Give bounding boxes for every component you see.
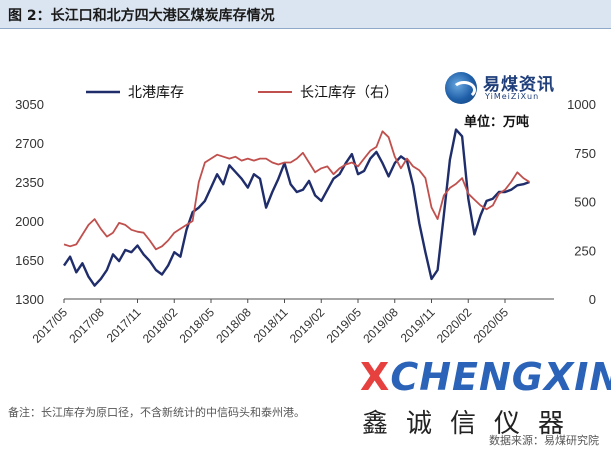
legend-label-north: 北港库存	[128, 85, 184, 101]
figure-title-bar: 图 2：长江口和北方四大港区煤炭库存情况	[0, 0, 611, 29]
x-tick-label: 2018/05	[177, 305, 218, 346]
legend-label-yangtze: 长江库存（右）	[300, 85, 398, 101]
yimei-logo: 易煤资讯 YiMeiZiXun	[445, 70, 569, 110]
series-line-north-ports	[63, 128, 530, 287]
x-tick-label: 2020/05	[471, 305, 512, 346]
y-left-tick-label: 2000	[15, 214, 44, 229]
y-left-tick-label: 1300	[15, 292, 44, 307]
logo-text-en: YiMeiZiXun	[485, 92, 540, 101]
x-tick-label: 2019/05	[324, 305, 365, 346]
series-line-yangtze	[63, 130, 530, 251]
x-tick-label: 2018/08	[213, 305, 254, 346]
y-left-tick-label: 3050	[15, 97, 44, 112]
y-left-tick-label: 1650	[15, 253, 44, 268]
x-tick-label: 2018/02	[140, 305, 181, 346]
y-right-tick-label: 0	[589, 292, 596, 307]
line-chart: 2017/052017/082017/112018/022018/052018/…	[15, 85, 596, 346]
x-tick-label: 2019/08	[360, 305, 401, 346]
watermark-x: X	[360, 355, 391, 399]
y-left-tick-label: 2700	[15, 136, 44, 151]
figure-title: 图 2：长江口和北方四大港区煤炭库存情况	[8, 8, 275, 24]
data-source: 数据来源：易煤研究院	[489, 434, 599, 447]
x-tick-label: 2017/05	[30, 305, 71, 346]
chart-panel: 2017/05 2017/08 2017/11 2018/02 2018/05 2018/…	[0, 29, 611, 399]
y-right-tick-label: 750	[574, 146, 596, 161]
y-right-tick-label: 250	[574, 243, 596, 258]
y-left-tick-label: 2350	[15, 175, 44, 190]
yimei-logo-icon	[445, 72, 477, 104]
x-tick-label: 2019/11	[398, 305, 438, 345]
x-tick-label: 2019/02	[287, 305, 328, 346]
y-right-tick-label: 500	[574, 195, 596, 210]
y-right-tick-label: 1000	[567, 97, 596, 112]
x-tick-label: 2018/11	[251, 305, 291, 345]
footnote: 备注：长江库存为原口径，不含新统计的中信码头和泰州港。	[8, 406, 305, 419]
x-tick-label: 2017/08	[66, 305, 107, 346]
watermark-cn: 鑫诚信仪器	[362, 409, 583, 439]
watermark-en: CHENGXIN	[390, 355, 611, 399]
watermark-logo: XCHENGXIN	[360, 355, 611, 399]
x-tick-label: 2017/11	[104, 305, 144, 345]
unit-label: 单位：万吨	[464, 115, 530, 130]
logo-text-cn: 易煤资讯	[483, 75, 555, 95]
x-tick-label: 2020/02	[434, 305, 475, 346]
